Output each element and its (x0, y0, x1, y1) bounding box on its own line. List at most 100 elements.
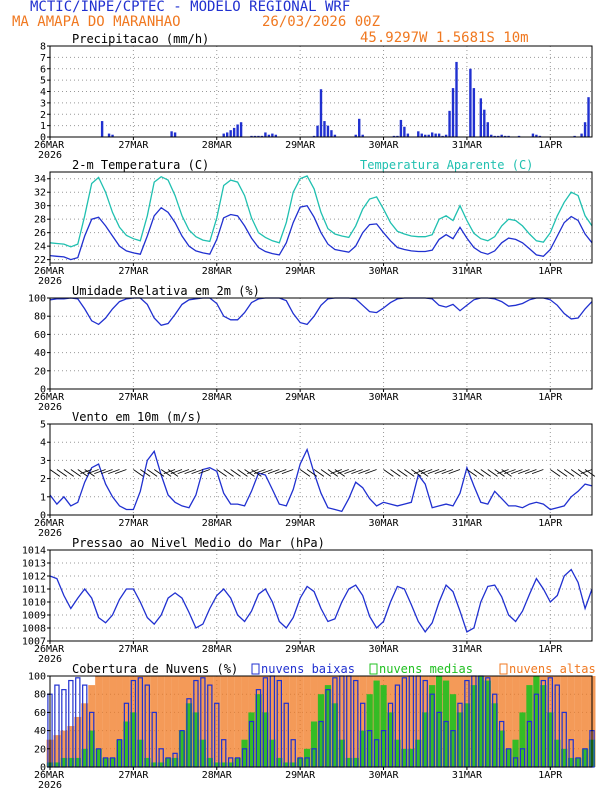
cloud-bar-mid (568, 757, 575, 767)
wind-arrow (313, 469, 325, 477)
cloud-bar-mid (338, 739, 345, 767)
cloud-bar-high (574, 676, 582, 767)
temp-xtick-label: 26MAR (34, 266, 65, 277)
precip-bar (455, 61, 458, 137)
rh-ytick-label: 40 (34, 348, 46, 359)
cloud-bar-high (102, 676, 110, 767)
wind-arrow (223, 469, 234, 477)
wind-arrow (94, 469, 106, 474)
cloud-bar-high (303, 676, 311, 767)
wind-arrow (198, 469, 210, 474)
cloud-bar-high (60, 730, 68, 767)
wind-arrow (87, 469, 99, 474)
wind-arrow (330, 469, 342, 474)
wind-arrow (147, 469, 158, 477)
cloud-bar-mid (53, 762, 61, 767)
precip-xtick-label: 27MAR (118, 140, 149, 151)
wind-xtick-label: 29MAR (285, 518, 316, 529)
cloud-ytick-label: 80 (34, 690, 46, 701)
wind-arrow (344, 469, 356, 474)
precip-bar (232, 127, 236, 137)
cloud-bar-mid (123, 721, 130, 767)
cloud-bar-mid (255, 694, 262, 767)
precip-bar (260, 135, 264, 137)
cloud-bar-mid (574, 757, 582, 767)
rh-title: Umidade Relativa em 2m (%) (72, 284, 260, 298)
precip-bar (507, 135, 510, 137)
precip-bar (479, 98, 483, 137)
wind-arrow (550, 469, 561, 477)
cloud-bar-high (512, 676, 520, 767)
rh-frame (49, 297, 593, 390)
wind-arrow (351, 469, 363, 474)
cloud-bar-mid (151, 762, 158, 767)
precip-bar (420, 133, 423, 137)
slp-ytick-label: 1012 (22, 572, 46, 583)
precip-xtick-label: 1APR (538, 140, 563, 151)
cloud-bar-mid (178, 730, 186, 767)
cloud-bar-mid (331, 703, 339, 767)
cloud-bar-mid (283, 762, 290, 767)
rh-year-label: 2026 (38, 402, 62, 413)
rh-ytick-label: 20 (34, 366, 46, 377)
wind-arrow (441, 469, 454, 474)
temp-xtick-label: 1APR (538, 266, 563, 277)
cloud-panel (46, 663, 596, 770)
slp-ytick-label: 1009 (22, 611, 46, 622)
wind-arrow (184, 469, 197, 474)
precip-xtick-label: 29MAR (285, 140, 316, 151)
cloud-bar-high (338, 676, 346, 767)
cloud-bar-mid (554, 739, 561, 767)
precip-ytick-label: 3 (40, 98, 46, 109)
cloud-bar-mid (324, 685, 332, 767)
cloud-bar-mid (561, 748, 568, 767)
wind-arrow (216, 469, 227, 477)
cloud-bar-high (213, 676, 221, 767)
cloud-bar-high (178, 676, 186, 767)
precip-xtick-label: 26MAR (34, 140, 65, 151)
cloud-bar-high (206, 676, 214, 767)
cloud-bar-mid (310, 721, 318, 767)
precip-bar (170, 131, 173, 137)
cloud-bar-mid (498, 730, 505, 767)
cloud-legend-swatch (499, 663, 508, 675)
wind-arrow (570, 469, 582, 477)
rh-ytick-label: 80 (34, 312, 46, 323)
wind-arrow (140, 469, 151, 477)
wind-arrow (420, 469, 433, 474)
cloud-bar-mid (345, 757, 352, 767)
temp-apparent-legend: Temperatura Aparente (C) (360, 158, 533, 172)
cloud-bar-high (400, 676, 408, 767)
precip-bar (107, 133, 111, 137)
cloud-bar-high (282, 676, 290, 767)
precip-bar (427, 134, 430, 137)
wind-xtick-label: 27MAR (118, 518, 149, 529)
wind-arrow (267, 469, 280, 474)
cloud-bar-mid (116, 739, 123, 767)
wind-arrow (563, 469, 575, 477)
slp-ytick-label: 1014 (22, 546, 46, 557)
cloud-bar-high (157, 676, 165, 767)
wind-arrow (320, 469, 332, 477)
rh-xtick-label: 30MAR (368, 392, 399, 403)
cloud-bar-mid (297, 757, 304, 767)
wind-arrow (466, 469, 477, 477)
cloud-bar-high (553, 676, 561, 767)
cloud-year-label: 2026 (38, 780, 62, 791)
wind-frame (49, 423, 593, 516)
wind-arrow (390, 469, 401, 477)
wind-xtick-label: 30MAR (368, 518, 399, 529)
wind-arrow (163, 469, 176, 474)
wind-arrow (177, 469, 190, 474)
cloud-bar-mid (380, 685, 387, 767)
precip-bar (434, 133, 437, 137)
precip-bar (424, 134, 427, 137)
cloud-bar-high (296, 676, 304, 767)
wind-arrow (56, 469, 68, 477)
cloud-bar-high (275, 676, 283, 767)
cloud-bar-mid (137, 739, 144, 767)
wind-arrow (299, 469, 311, 477)
cloud-bar-mid (276, 757, 283, 767)
wind-arrow (358, 469, 370, 474)
slp-xtick-label: 30MAR (368, 644, 399, 655)
